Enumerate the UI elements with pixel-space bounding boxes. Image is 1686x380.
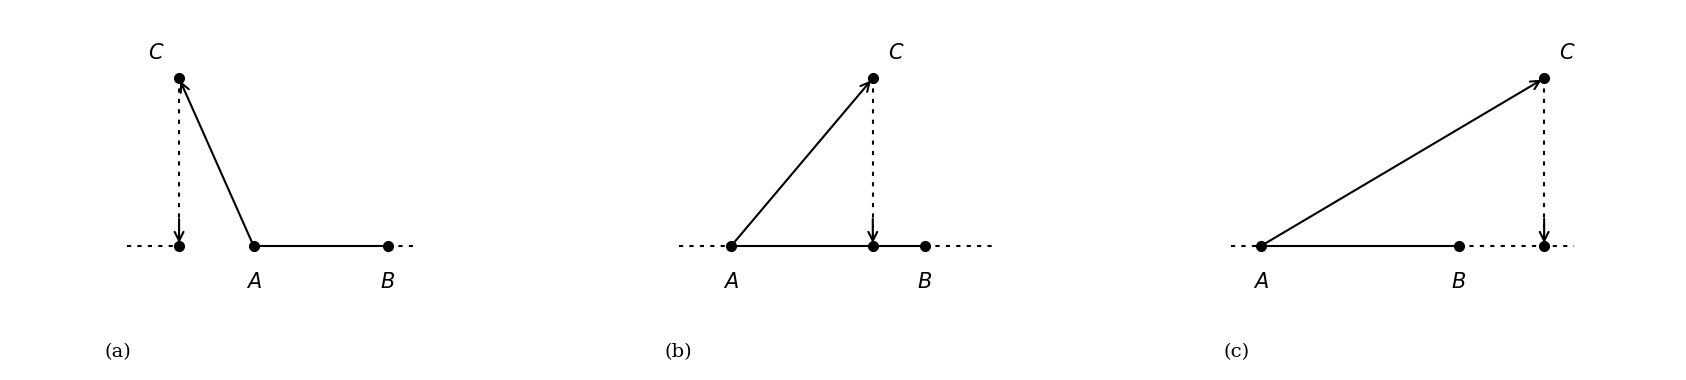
Text: $C$: $C$ xyxy=(1560,43,1575,63)
Text: $B$: $B$ xyxy=(379,272,395,292)
Text: $B$: $B$ xyxy=(1452,272,1467,292)
Text: (b): (b) xyxy=(664,343,691,361)
Text: $A$: $A$ xyxy=(723,272,738,292)
Text: $C$: $C$ xyxy=(889,43,904,63)
Text: $C$: $C$ xyxy=(148,43,164,63)
Text: $A$: $A$ xyxy=(246,272,261,292)
Text: (c): (c) xyxy=(1224,343,1249,361)
Text: (a): (a) xyxy=(105,343,132,361)
Text: $B$: $B$ xyxy=(917,272,932,292)
Text: $A$: $A$ xyxy=(1253,272,1270,292)
